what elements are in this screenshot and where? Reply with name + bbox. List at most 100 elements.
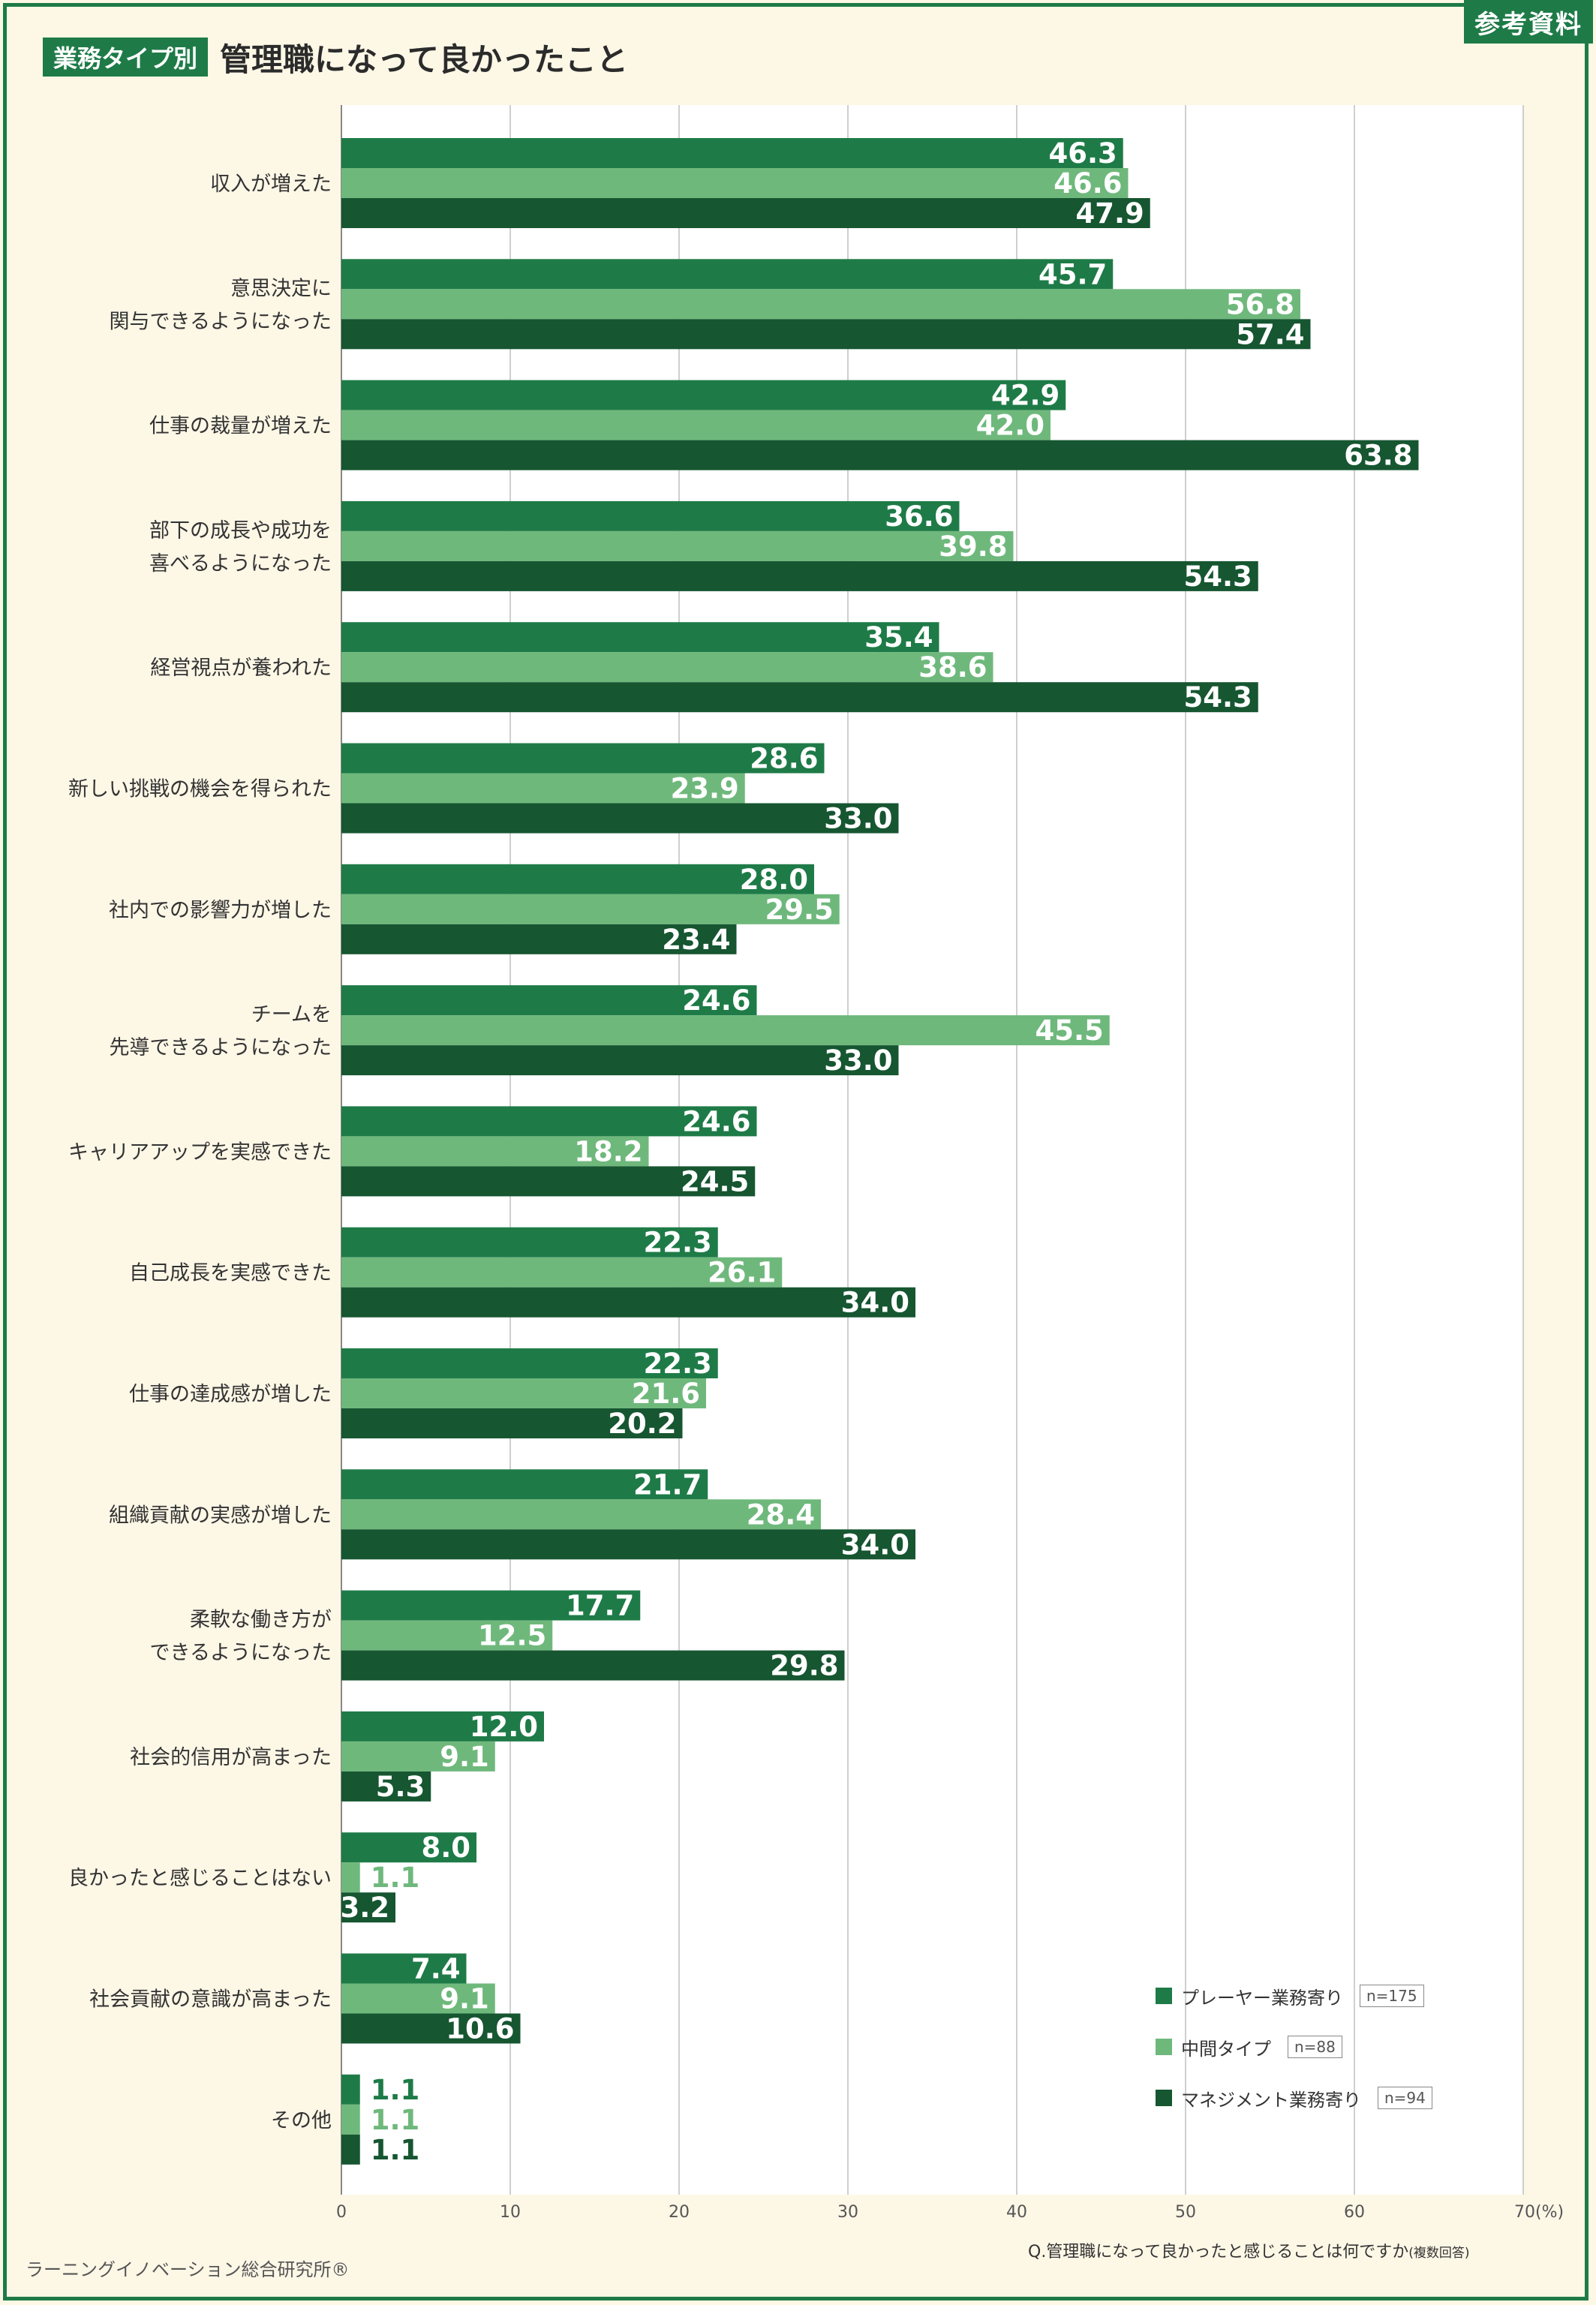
source-credit: ラーニングイノベーション総合研究所® xyxy=(26,2259,350,2280)
category-label: 良かったと感じることはない xyxy=(68,1867,332,1890)
bar xyxy=(341,410,1050,440)
bar xyxy=(341,560,1258,591)
bar xyxy=(341,1620,553,1651)
bar xyxy=(341,2104,360,2135)
legend-sample-size: n=175 xyxy=(1360,1985,1424,2007)
data-label: 3.2 xyxy=(340,1892,389,1924)
bar xyxy=(341,743,825,774)
data-label: 18.2 xyxy=(574,1135,642,1168)
data-label: 56.8 xyxy=(1226,288,1294,320)
data-label: 12.5 xyxy=(478,1620,546,1652)
bar xyxy=(341,500,960,531)
bar xyxy=(341,2134,360,2165)
question-note: Q.管理職になって良かったと感じることは何ですか(複数回答) xyxy=(1028,2238,1469,2262)
data-label: 28.0 xyxy=(740,864,808,896)
data-label: 12.0 xyxy=(470,1711,538,1743)
x-tick-label: 0 xyxy=(336,2203,347,2222)
data-label: 34.0 xyxy=(841,1528,909,1561)
data-label: 36.6 xyxy=(885,500,953,533)
bar xyxy=(341,168,1129,198)
category-label: 組織貢献の実感が増した xyxy=(109,1504,332,1527)
bar xyxy=(341,1378,706,1408)
bar xyxy=(341,1862,360,1893)
x-tick-label: 60 xyxy=(1344,2203,1365,2222)
data-label: 54.3 xyxy=(1183,560,1252,593)
legend-swatch xyxy=(1156,1988,1172,2004)
data-label: 17.7 xyxy=(566,1590,634,1622)
question-multi-answer: (複数回答) xyxy=(1408,2246,1470,2261)
bar xyxy=(341,440,1419,470)
bar xyxy=(341,1287,915,1318)
bar xyxy=(341,1650,845,1681)
x-tick-label: 30 xyxy=(837,2203,858,2222)
legend-swatch xyxy=(1156,2039,1172,2055)
category-label: 柔軟な働き方が xyxy=(190,1609,332,1632)
legend-label: プレーヤー業務寄り xyxy=(1181,1987,1343,2009)
category-label: 社会的信用が高まった xyxy=(130,1746,332,1769)
bar xyxy=(341,864,814,894)
bar xyxy=(341,622,939,653)
data-label: 23.9 xyxy=(670,773,738,805)
category-label: 新しい挑戦の機会を得られた xyxy=(68,778,332,801)
data-label: 33.0 xyxy=(824,1044,892,1077)
data-label: 7.4 xyxy=(411,1953,461,1985)
x-tick-label: 50 xyxy=(1175,2203,1196,2222)
data-label: 38.6 xyxy=(918,651,987,684)
data-label: 29.5 xyxy=(765,894,833,926)
bar xyxy=(341,319,1311,350)
bar xyxy=(341,1166,756,1197)
data-label: 33.0 xyxy=(824,803,892,835)
bar xyxy=(341,1015,1110,1046)
data-label: 42.9 xyxy=(991,380,1059,412)
category-label: 部下の成長や成功を xyxy=(149,519,332,542)
data-label: 63.8 xyxy=(1344,440,1412,472)
category-label: 仕事の達成感が増した xyxy=(129,1383,332,1406)
bar xyxy=(341,1408,683,1438)
category-label: 社内での影響力が増した xyxy=(109,899,332,922)
data-label: 26.1 xyxy=(708,1257,776,1289)
title-tag: 業務タイプ別 xyxy=(43,38,209,77)
bar xyxy=(341,1832,476,1863)
bar xyxy=(341,1469,708,1500)
data-label: 46.6 xyxy=(1053,167,1122,200)
data-label: 22.3 xyxy=(643,1227,711,1259)
bar xyxy=(341,1529,915,1560)
data-label: 20.2 xyxy=(608,1408,676,1440)
legend: プレーヤー業務寄り n=175 中間タイプ n=88 マネジメント業務寄り n=94 xyxy=(1156,1981,1432,2134)
bar xyxy=(341,894,840,924)
legend-sample-size: n=88 xyxy=(1288,2036,1342,2058)
category-label: 仕事の裁量が増えた xyxy=(149,415,332,438)
data-label: 45.7 xyxy=(1038,258,1107,290)
legend-label: 中間タイプ xyxy=(1181,2038,1271,2060)
x-axis-ticks: 0 10 20 30 40 50 60 70(%) xyxy=(336,2203,1564,2222)
bar xyxy=(341,1227,718,1258)
data-label: 42.0 xyxy=(976,410,1044,442)
data-label: 9.1 xyxy=(440,1983,489,2015)
bar xyxy=(341,1257,783,1288)
data-label: 1.1 xyxy=(371,2074,420,2106)
data-label: 29.8 xyxy=(770,1650,838,1682)
legend-item: マネジメント業務寄り n=94 xyxy=(1156,2083,1432,2113)
data-label: 8.0 xyxy=(421,1832,470,1864)
data-label: 1.1 xyxy=(371,2104,420,2136)
bar xyxy=(341,380,1066,410)
data-label: 1.1 xyxy=(371,1862,420,1894)
category-label: その他 xyxy=(271,2109,332,2132)
bar xyxy=(341,1711,544,1742)
data-label: 24.6 xyxy=(682,984,750,1017)
chart-header: 業務タイプ別 管理職になって良かったこと xyxy=(43,38,628,78)
data-label: 21.6 xyxy=(632,1378,700,1410)
bar xyxy=(341,289,1300,320)
x-tick-label: 10 xyxy=(500,2203,521,2222)
bar xyxy=(341,1953,467,1984)
data-label: 22.3 xyxy=(643,1348,711,1380)
bar xyxy=(341,1106,757,1137)
x-tick-label: 20 xyxy=(669,2203,690,2222)
data-label: 47.9 xyxy=(1075,197,1144,230)
bar xyxy=(341,530,1014,561)
reference-badge: 参考資料 xyxy=(1464,0,1593,44)
data-label: 35.4 xyxy=(864,621,933,654)
data-label: 39.8 xyxy=(939,530,1007,563)
bar xyxy=(341,985,757,1016)
